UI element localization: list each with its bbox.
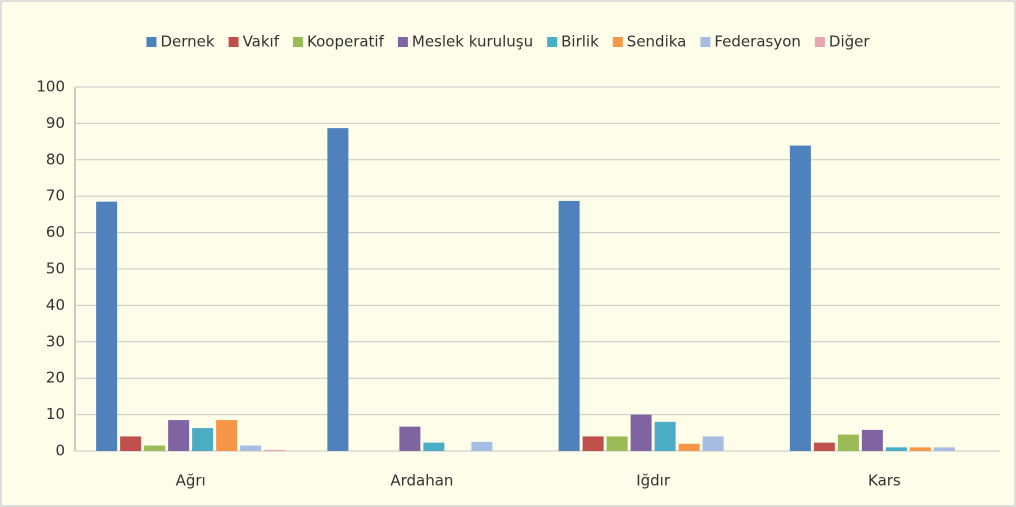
legend-swatch xyxy=(612,37,623,47)
bar xyxy=(933,447,955,451)
bar xyxy=(423,442,445,451)
bar xyxy=(630,414,652,451)
bar xyxy=(678,443,700,451)
bar xyxy=(120,436,142,451)
legend-label: Meslek kuruluşu xyxy=(412,33,533,51)
bar xyxy=(471,441,493,451)
bar xyxy=(558,200,580,451)
legend-label: Diğer xyxy=(829,33,870,51)
y-tick-label: 100 xyxy=(36,78,65,96)
legend-label: Birlik xyxy=(561,33,599,51)
x-tick-label: Ağrı xyxy=(176,472,206,490)
bar xyxy=(885,447,907,451)
bar xyxy=(702,436,724,451)
x-tick-label: Kars xyxy=(868,472,901,490)
y-tick-label: 0 xyxy=(55,442,65,460)
legend-label: Dernek xyxy=(160,33,214,51)
bar xyxy=(654,421,676,451)
bar xyxy=(240,445,262,451)
bar xyxy=(861,429,883,451)
y-tick-label: 30 xyxy=(46,332,65,350)
legend-label: Vakıf xyxy=(243,33,280,51)
bar xyxy=(582,436,604,451)
bar xyxy=(144,445,166,451)
y-tick-label: 80 xyxy=(46,150,65,168)
bar xyxy=(606,436,628,451)
bar xyxy=(789,145,811,451)
bar xyxy=(216,420,238,451)
y-tick-label: 10 xyxy=(46,405,65,423)
x-tick-label: Iğdır xyxy=(636,472,671,490)
legend-swatch xyxy=(397,37,408,47)
y-tick-label: 70 xyxy=(46,187,65,205)
bar xyxy=(813,442,835,451)
legend-label: Sendika xyxy=(627,33,687,51)
legend-label: Federasyon xyxy=(714,33,801,51)
x-tick-label: Ardahan xyxy=(390,472,453,490)
legend-swatch xyxy=(146,37,157,47)
y-tick-label: 50 xyxy=(46,260,65,278)
legend-swatch xyxy=(228,37,239,47)
y-tick-label: 60 xyxy=(46,223,65,241)
y-tick-label: 20 xyxy=(46,369,65,387)
bar xyxy=(399,426,421,451)
y-tick-label: 90 xyxy=(46,114,65,132)
y-tick-label: 40 xyxy=(46,296,65,314)
bar xyxy=(264,449,286,451)
bar xyxy=(837,434,859,451)
bar xyxy=(96,201,118,451)
bar xyxy=(327,128,349,451)
bar xyxy=(168,420,190,451)
legend-label: Kooperatif xyxy=(307,33,385,51)
bar xyxy=(909,447,931,451)
legend-swatch xyxy=(547,37,558,47)
legend-swatch xyxy=(700,37,711,47)
legend-swatch xyxy=(814,37,825,47)
legend-swatch xyxy=(293,37,304,47)
bar xyxy=(192,428,214,451)
